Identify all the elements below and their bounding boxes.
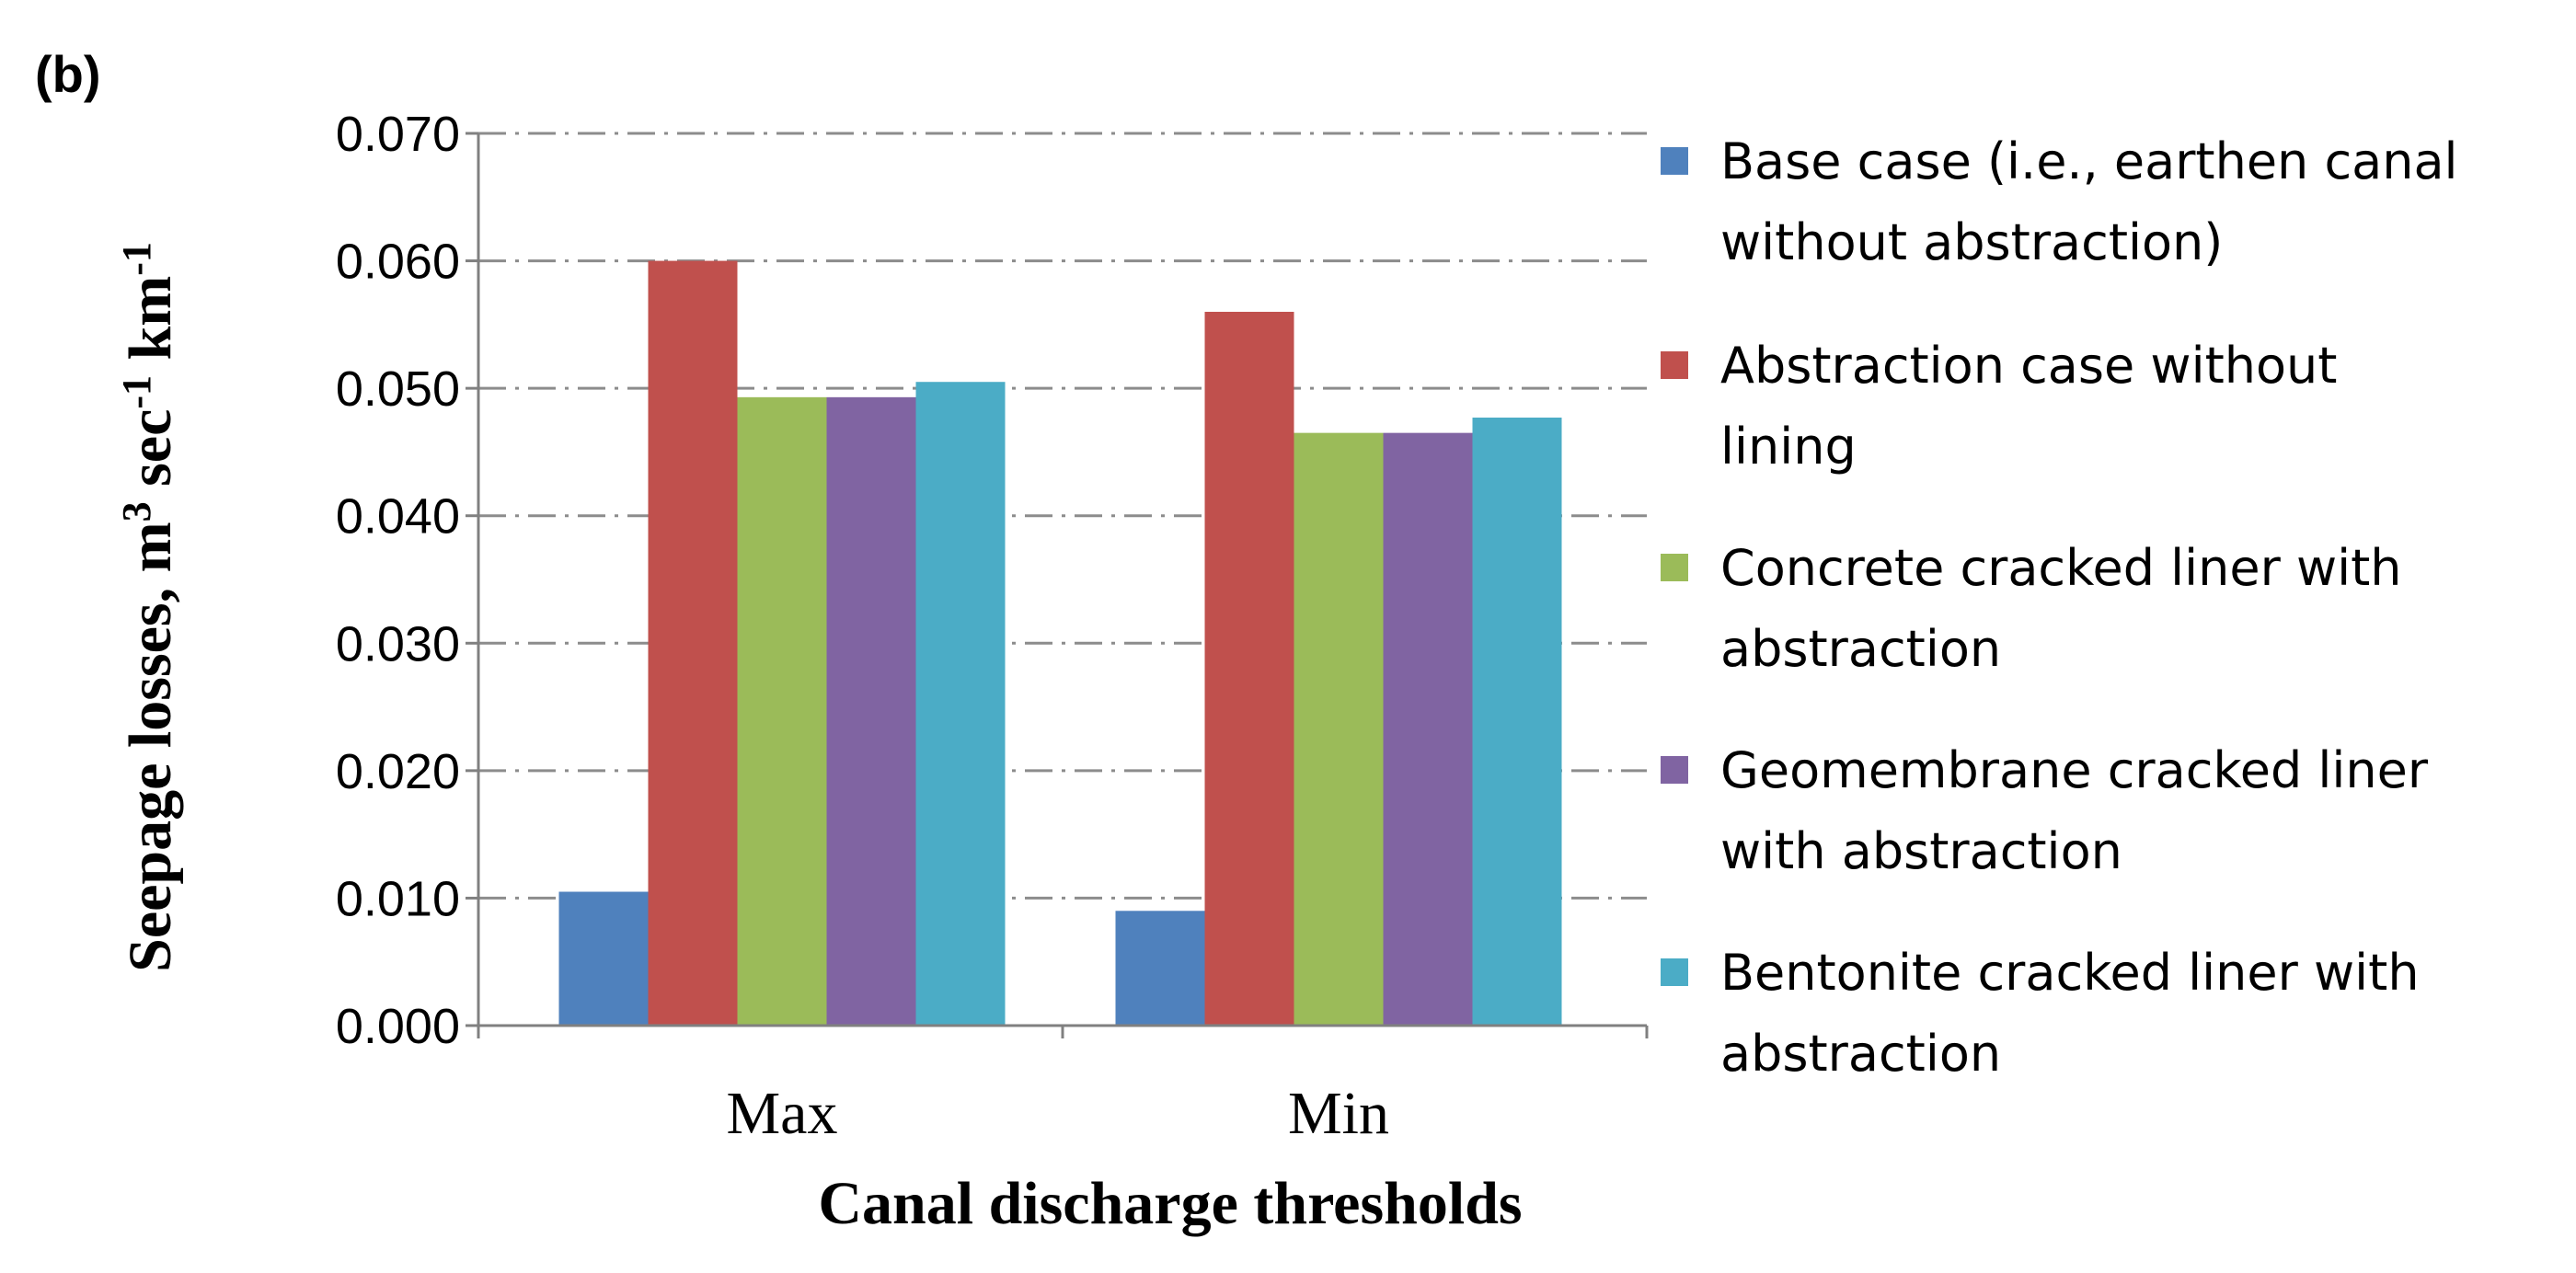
x-category-label: Min — [1288, 1080, 1389, 1147]
bar-min-series-1 — [1115, 911, 1205, 1026]
y-tick-label: 0.070 — [336, 107, 460, 162]
legend-label-4: Geomembrane cracked liner — [1720, 741, 2429, 799]
y-tick-label: 0.030 — [336, 616, 460, 671]
bar-min-series-2 — [1204, 312, 1294, 1026]
y-tick-label: 0.050 — [336, 361, 460, 417]
bar-max-series-1 — [558, 891, 649, 1026]
bar-min-series-3 — [1294, 432, 1384, 1026]
y-tick-label: 0.010 — [336, 871, 460, 926]
bar-max-series-4 — [826, 396, 916, 1026]
bar-max-series-5 — [915, 382, 1006, 1026]
legend-label-3: abstraction — [1720, 620, 2001, 678]
bar-min-series-4 — [1383, 432, 1473, 1026]
x-axis-title: Canal discharge thresholds — [818, 1170, 1522, 1237]
legend-label-5: Bentonite cracked liner with — [1720, 944, 2420, 1002]
y-tick-label: 0.040 — [336, 489, 460, 545]
legend-swatch-1 — [1661, 147, 1688, 175]
legend-swatch-5 — [1661, 958, 1688, 986]
y-tick-labels: 0.000 0.010 0.020 0.030 0.040 0.050 0.060 0.070 — [336, 107, 460, 1054]
legend: Base case (i.e., earthen canal without ab… — [1661, 132, 2458, 1083]
legend-swatch-3 — [1661, 554, 1688, 581]
legend-label-2: Abstraction case without — [1720, 337, 2337, 395]
legend-label-4: with abstraction — [1720, 822, 2122, 880]
x-category-labels: Max Min — [727, 1080, 1390, 1147]
bar-max-series-3 — [737, 396, 827, 1026]
legend-label-5: abstraction — [1720, 1025, 2001, 1083]
y-tick-label: 0.020 — [336, 744, 460, 799]
legend-label-1: Base case (i.e., earthen canal — [1720, 132, 2458, 190]
legend-swatch-2 — [1661, 351, 1688, 379]
y-tick-label: 0.060 — [336, 235, 460, 290]
bars — [558, 260, 1562, 1026]
legend-label-1: without abstraction) — [1720, 213, 2223, 271]
y-tick-label: 0.000 — [336, 999, 460, 1054]
y-axis-title: Seepage losses, m3 sec-1 km-1 — [114, 242, 184, 972]
gridlines — [466, 132, 1647, 1027]
bar-max-series-2 — [648, 260, 738, 1026]
panel-label: (b) — [35, 45, 101, 103]
axes — [477, 133, 1649, 1038]
legend-swatch-4 — [1661, 756, 1688, 784]
x-category-label: Max — [727, 1080, 838, 1147]
legend-label-2: lining — [1720, 418, 1857, 476]
bar-min-series-5 — [1472, 418, 1562, 1026]
legend-label-3: Concrete cracked liner with — [1720, 539, 2402, 597]
